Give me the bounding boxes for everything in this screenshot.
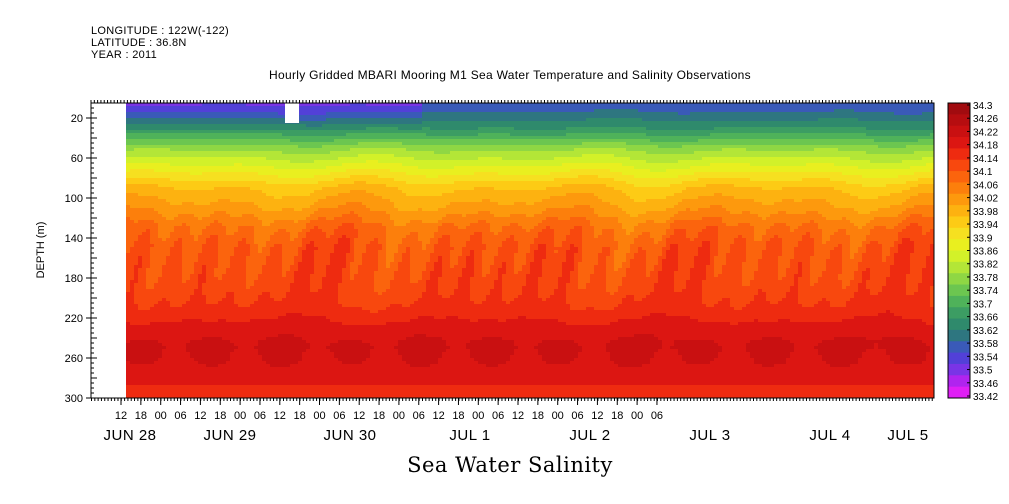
heatmap-area — [126, 103, 935, 401]
